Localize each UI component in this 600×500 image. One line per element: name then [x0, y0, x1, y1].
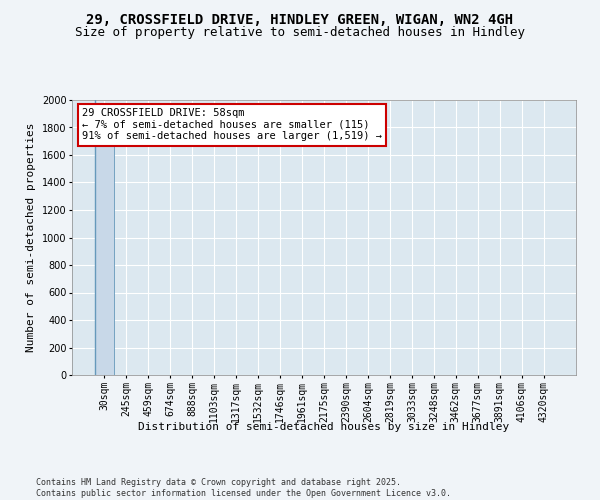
- Text: Distribution of semi-detached houses by size in Hindley: Distribution of semi-detached houses by …: [139, 422, 509, 432]
- Text: Contains HM Land Registry data © Crown copyright and database right 2025.
Contai: Contains HM Land Registry data © Crown c…: [36, 478, 451, 498]
- Text: Size of property relative to semi-detached houses in Hindley: Size of property relative to semi-detach…: [75, 26, 525, 39]
- Text: 29, CROSSFIELD DRIVE, HINDLEY GREEN, WIGAN, WN2 4GH: 29, CROSSFIELD DRIVE, HINDLEY GREEN, WIG…: [86, 12, 514, 26]
- Y-axis label: Number of semi-detached properties: Number of semi-detached properties: [26, 122, 36, 352]
- Bar: [95, 114, 113, 375]
- Text: 29 CROSSFIELD DRIVE: 58sqm
← 7% of semi-detached houses are smaller (115)
91% of: 29 CROSSFIELD DRIVE: 58sqm ← 7% of semi-…: [82, 108, 382, 142]
